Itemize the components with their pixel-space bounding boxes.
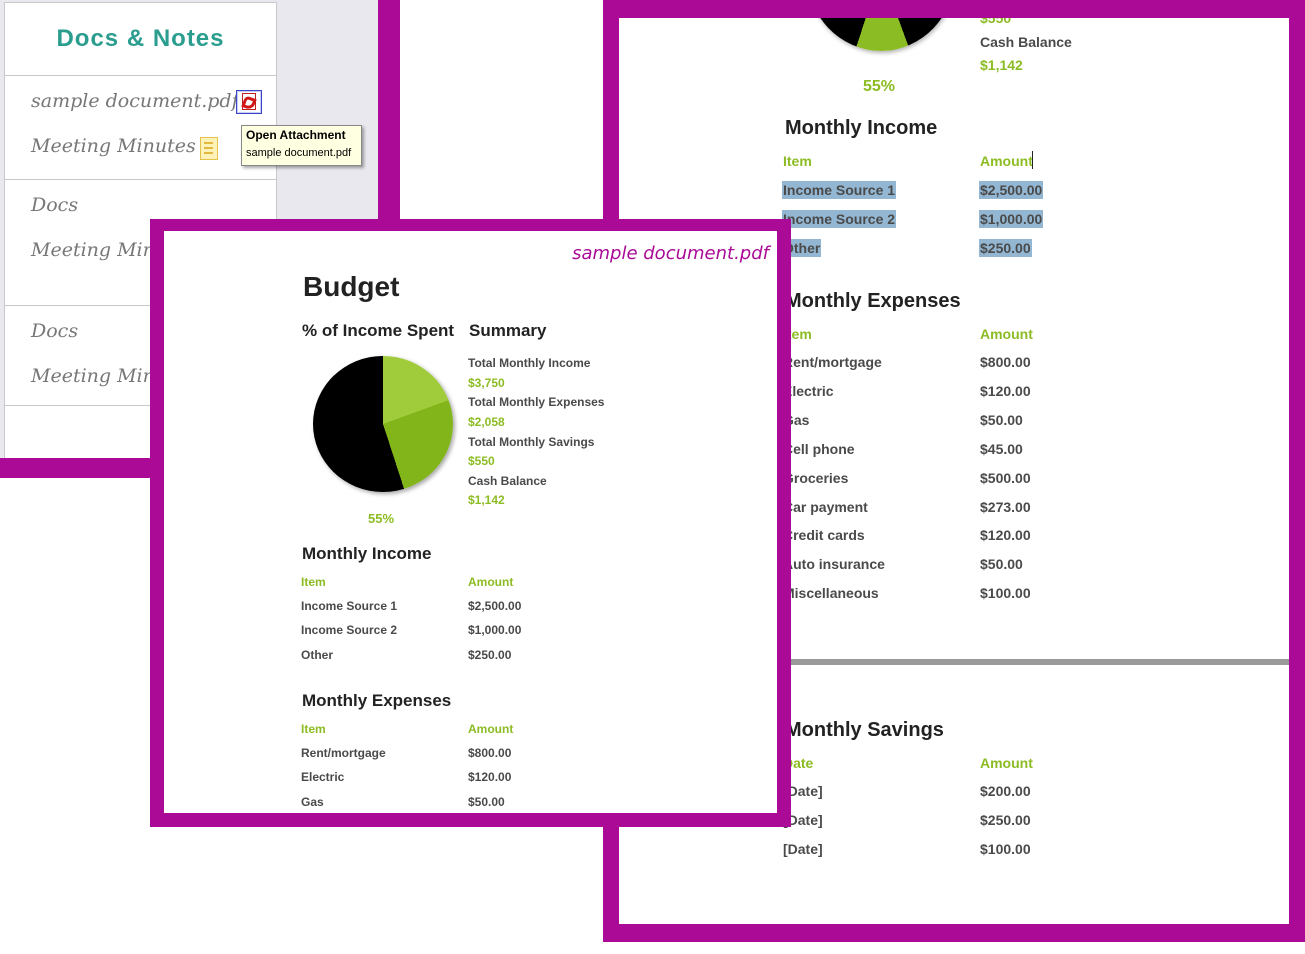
savings-heading: Monthly Savings [785,719,944,741]
row-amount: $50.00 [980,411,1023,428]
expenses-heading: Monthly Expenses [302,691,452,710]
row-amount: $120.00 [980,382,1031,399]
row-item: Cell phone [783,440,855,457]
attachment-link[interactable]: sample document.pdf [31,90,239,112]
row-amount: $250.00 [468,647,512,662]
row-item: Rent/mortgage [301,746,386,760]
row-amount: $45.00 [980,440,1023,457]
panel-title: Docs & Notes [5,2,276,76]
tooltip-title: Open Attachment [246,128,346,142]
tooltip-subtitle: sample document.pdf [246,147,352,159]
text-cursor [1032,151,1033,169]
summary-value: $3,750 [468,376,505,390]
row-amount: $120.00 [980,527,1031,544]
open-attachment-tooltip: Open Attachment sample document.pdf [241,125,362,166]
row-amount: $100.00 [980,585,1031,602]
pdf-attachment-icon[interactable] [236,90,262,114]
note-line [204,152,213,154]
pie-heading: % of Income Spent [302,321,455,340]
row-item: Auto insurance [783,556,885,573]
row-amount: $120.00 [468,770,512,785]
summary-label: Cash Balance [980,34,1072,50]
summary-value: $1,142 [980,57,1023,73]
col-header-amount: Amount [980,326,1033,342]
row-item: [Date] [783,783,823,799]
row-item: Other [301,647,334,662]
summary-heading: Summary [469,321,547,340]
row-amount: $200.00 [980,783,1031,799]
income-amount[interactable]: $2,500.00 [979,181,1044,199]
row-amount: $250.00 [980,812,1031,828]
col-header-item: Item [783,153,812,169]
note-icon[interactable] [200,137,218,160]
expenses-heading: Monthly Expenses [785,290,961,312]
row-item: [Date] [783,841,823,857]
document-page-frame: sample document.pdf Budget % of Income S… [150,219,791,827]
row-item: Credit cards [783,527,865,544]
row-item: [Date] [783,812,823,828]
col-header-amount: Amount [980,153,1033,169]
row-amount: $50.00 [980,556,1023,573]
row-amount: $2,500.00 [468,599,522,613]
pie-percent-label: 55% [863,78,896,95]
col-header-amount: Amount [468,575,514,589]
row-item: Gas [301,794,324,809]
income-item[interactable]: Other [782,239,822,257]
income-heading: Monthly Income [302,544,432,563]
summary-label: Cash Balance [468,474,547,488]
summary-label: Total Monthly Savings [468,435,595,449]
document-page-zoomed-frame: $550 Cash Balance $1,142 55% Monthly Inc… [603,0,1305,942]
summary-value: $550 [980,18,1012,26]
row-amount: $50.00 [468,794,505,809]
income-amount[interactable]: $250.00 [979,239,1032,257]
income-heading: Monthly Income [785,117,938,139]
income-amount[interactable]: $1,000.00 [979,210,1044,228]
summary-label: Total Monthly Expenses [468,395,605,409]
note-link[interactable]: Docs [31,320,79,342]
income-item[interactable]: Income Source 2 [782,210,897,228]
document-filename: sample document.pdf [572,243,769,264]
summary-value: $550 [468,454,495,468]
col-header-item: Item [301,722,326,736]
col-header-item: Item [301,575,326,589]
col-header-amount: Amount [980,755,1033,771]
page-break-divider [760,659,1289,665]
row-item: Car payment [783,498,868,515]
row-amount: $273.00 [980,498,1031,515]
pdf-sheet [242,93,256,110]
summary-label: Total Monthly Income [468,356,591,370]
summary-value: $2,058 [468,415,505,429]
row-item: Groceries [783,469,849,486]
row-amount: $100.00 [980,841,1031,857]
row-amount: $800.00 [468,746,512,760]
col-header-amount: Amount [468,722,514,736]
row-item: Miscellaneous [783,585,879,602]
note-link[interactable]: Docs [31,194,79,216]
row-amount: $1,000.00 [468,623,522,638]
row-amount: $500.00 [980,469,1031,486]
document-page: sample document.pdf Budget % of Income S… [164,231,777,813]
note-link[interactable]: Meeting Minutes [31,135,196,157]
note-line [204,147,213,149]
row-amount: $800.00 [980,354,1031,370]
income-item[interactable]: Income Source 1 [782,181,897,199]
row-item: Income Source 1 [301,599,398,613]
row-item: Electric [783,382,834,399]
row-item: Rent/mortgage [783,354,882,370]
summary-value: $1,142 [468,493,505,507]
pie-chart [806,18,956,51]
row-item: Income Source 2 [301,623,398,638]
pie-chart [313,356,453,492]
note-group: sample document.pdf Meeting Minutes [5,76,276,180]
note-line [204,142,213,144]
pie-percent-label: 55% [368,511,395,526]
budget-title: Budget [303,271,400,302]
row-item: Electric [301,770,345,785]
